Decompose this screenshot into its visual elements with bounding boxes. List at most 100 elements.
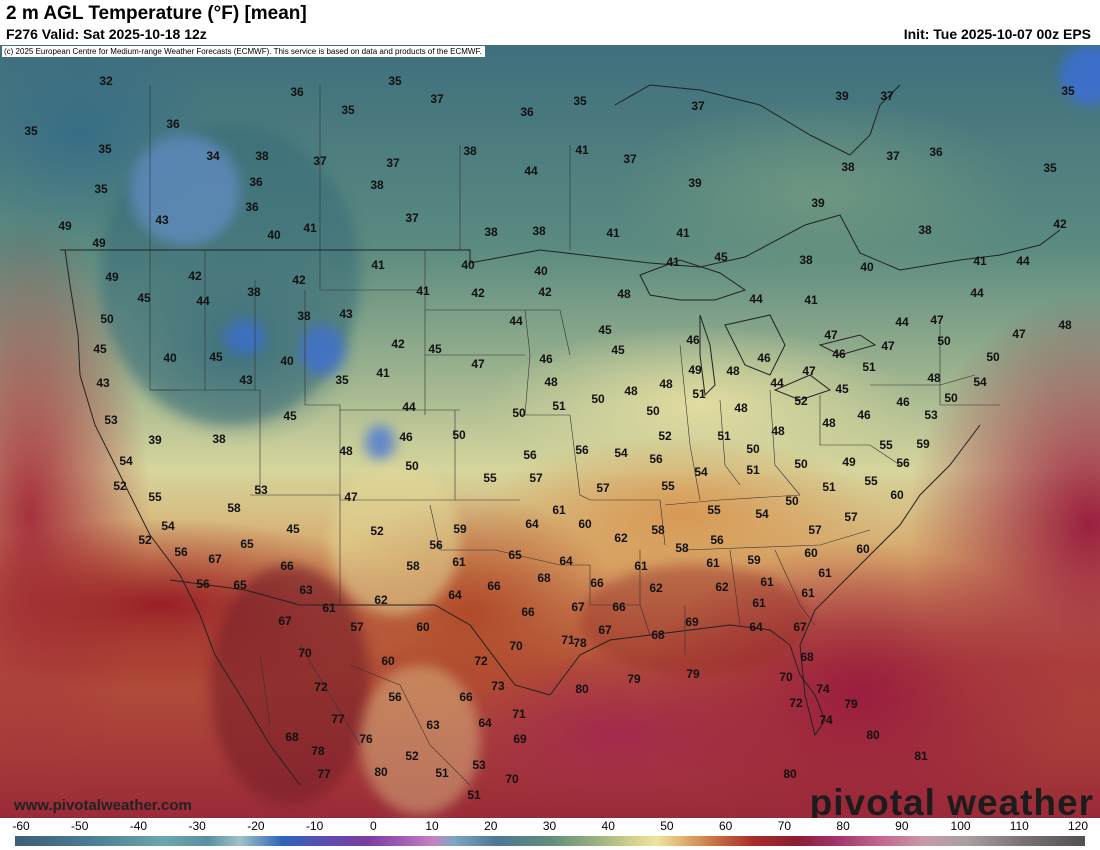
colorbar-tick-label: -10 [305, 819, 324, 833]
temperature-value: 48 [927, 371, 941, 385]
temperature-value: 51 [822, 480, 836, 494]
temperature-value: 55 [661, 479, 675, 493]
mild-region-mexico-plateau [360, 665, 480, 815]
temperature-value: 80 [866, 728, 880, 742]
temperature-value: 56 [174, 545, 188, 559]
colorbar-tick-label: 80 [836, 819, 850, 833]
temperature-value: 60 [856, 542, 870, 556]
temperature-value: 64 [448, 588, 462, 602]
temperature-value: 44 [749, 292, 763, 306]
temperature-value: 65 [233, 578, 247, 592]
colorbar-tick-label: 30 [542, 819, 557, 833]
snow-region-north [130, 135, 240, 245]
temperature-value: 55 [707, 503, 721, 517]
header: 2 m AGL Temperature (°F) [mean] F276 Val… [0, 0, 1100, 45]
temperature-value: 43 [339, 307, 353, 321]
temperature-value: 45 [611, 343, 625, 357]
temperature-value: 41 [575, 143, 589, 157]
temperature-value: 59 [747, 553, 761, 567]
temperature-value: 50 [646, 404, 660, 418]
colorbar-tick-label: 110 [1009, 819, 1029, 833]
temperature-value: 56 [649, 452, 663, 466]
temperature-value: 60 [804, 546, 818, 560]
temperature-value: 32 [99, 74, 113, 88]
temperature-value: 52 [138, 533, 152, 547]
temperature-value: 45 [137, 291, 151, 305]
website-link[interactable]: www.pivotalweather.com [14, 797, 192, 814]
temperature-value: 36 [249, 175, 263, 189]
temperature-value: 78 [573, 636, 587, 650]
temperature-value: 45 [428, 342, 442, 356]
temperature-value: 38 [297, 309, 311, 323]
temperature-value: 50 [512, 406, 526, 420]
temperature-value: 46 [399, 430, 413, 444]
colorbar-tick-label: -40 [129, 819, 148, 833]
temperature-value: 50 [100, 312, 114, 326]
temperature-value: 70 [505, 772, 519, 786]
colorbar-tick-label: 40 [601, 819, 615, 833]
temperature-value: 64 [749, 620, 763, 634]
temperature-value: 58 [406, 559, 420, 573]
temperature-value: 57 [808, 523, 822, 537]
temperature-value: 55 [879, 438, 893, 452]
temperature-value: 63 [426, 718, 440, 732]
temperature-value: 56 [710, 533, 724, 547]
temperature-value: 58 [675, 541, 689, 555]
temperature-value: 48 [734, 401, 748, 415]
temperature-value: 47 [930, 313, 944, 327]
temperature-value: 44 [1016, 254, 1030, 268]
temperature-value: 74 [816, 682, 830, 696]
temperature-value: 80 [374, 765, 388, 779]
temperature-value: 46 [757, 351, 771, 365]
temperature-value: 48 [726, 364, 740, 378]
temperature-value: 35 [24, 124, 38, 138]
temperature-value: 49 [58, 219, 72, 233]
temperature-value: 50 [937, 334, 951, 348]
temperature-value: 37 [386, 156, 400, 170]
warm-region-southeast [580, 565, 810, 675]
temperature-value: 40 [534, 264, 548, 278]
temperature-value: 79 [844, 697, 858, 711]
temperature-value: 38 [212, 432, 226, 446]
temperature-value: 52 [794, 394, 808, 408]
temperature-value: 62 [614, 531, 628, 545]
temperature-value: 37 [313, 154, 327, 168]
colorbar-tick-label: 10 [425, 819, 439, 833]
temperature-value: 38 [799, 253, 813, 267]
temperature-value: 59 [453, 522, 467, 536]
temperature-value: 41 [376, 366, 390, 380]
temperature-value: 41 [371, 258, 385, 272]
temperature-value: 49 [842, 455, 856, 469]
temperature-value: 59 [916, 437, 930, 451]
temperature-value: 50 [452, 428, 466, 442]
temperature-value: 77 [317, 767, 331, 781]
temperature-value: 54 [694, 465, 708, 479]
temperature-value: 51 [467, 788, 481, 802]
temperature-value: 52 [658, 429, 672, 443]
temperature-value: 39 [688, 176, 702, 190]
temperature-value: 52 [405, 749, 419, 763]
temperature-value: 51 [692, 387, 706, 401]
temperature-value: 42 [538, 285, 552, 299]
temperature-value: 53 [472, 758, 486, 772]
temperature-value: 55 [148, 490, 162, 504]
temperature-value: 64 [559, 554, 573, 568]
temperature-value: 66 [487, 579, 501, 593]
snow-region-idaho [225, 320, 265, 355]
temperature-value: 58 [227, 501, 241, 515]
temperature-value: 65 [508, 548, 522, 562]
temperature-value: 35 [388, 74, 402, 88]
temperature-value: 62 [649, 581, 663, 595]
temperature-value: 81 [914, 749, 928, 763]
temperature-value: 37 [405, 211, 419, 225]
temperature-value: 35 [94, 182, 108, 196]
temperature-value: 39 [148, 433, 162, 447]
temperature-value: 41 [676, 226, 690, 240]
map-title: 2 m AGL Temperature (°F) [mean] [6, 3, 307, 24]
temperature-value: 77 [331, 712, 345, 726]
temperature-map[interactable]: 32 35 36 37 35 35 37 39 37 35 35 36 36 36 35 34 38 37 37 38… [0, 45, 1100, 818]
temperature-value: 67 [208, 552, 222, 566]
colorbar-tick-label: 120 [1067, 819, 1089, 833]
temperature-value: 36 [929, 145, 943, 159]
temperature-value: 61 [322, 601, 336, 615]
